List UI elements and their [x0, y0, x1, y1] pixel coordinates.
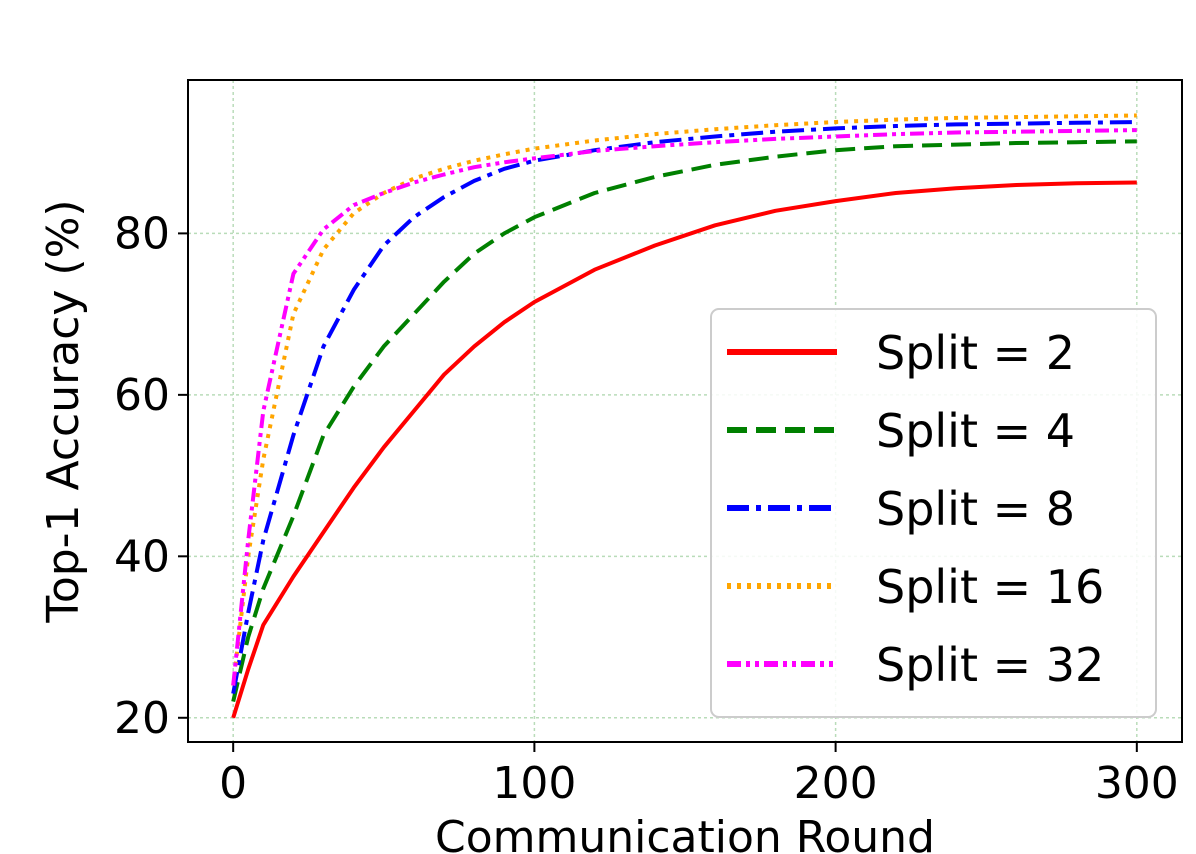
plot-frame [187, 79, 1183, 743]
legend: Split = 2 Split = 4 Split = 8 Split = 16 Spl… [710, 308, 1157, 718]
y-tick-label: 60 [114, 370, 170, 421]
x-tick-label: 300 [1095, 758, 1179, 809]
series-line-2 [231, 139, 1137, 703]
x-tick-label: 200 [794, 758, 878, 809]
x-axis-label: Communication Round [435, 812, 935, 854]
series-line-3 [231, 120, 1137, 694]
y-tick-label: 20 [114, 693, 170, 744]
series-line-1 [231, 180, 1137, 719]
legend-label-3: Split = 8 [876, 482, 1075, 536]
legend-label-1: Split = 2 [876, 326, 1075, 380]
y-tick-label: 80 [114, 208, 170, 259]
y-axis-label: Top-1 Accuracy (%) [38, 199, 89, 623]
legend-box [710, 308, 1157, 718]
series-layer [231, 113, 1137, 719]
y-tick-label: 40 [114, 531, 170, 582]
ticks: 0 100 200 300 20 40 60 80 [114, 208, 1179, 809]
x-tick-label: 0 [219, 758, 247, 809]
legend-label-5: Split = 32 [876, 638, 1104, 692]
series-line-4 [231, 113, 1137, 686]
legend-label-2: Split = 4 [876, 404, 1075, 458]
legend-label-4: Split = 16 [876, 560, 1104, 614]
x-tick-label: 100 [492, 758, 576, 809]
